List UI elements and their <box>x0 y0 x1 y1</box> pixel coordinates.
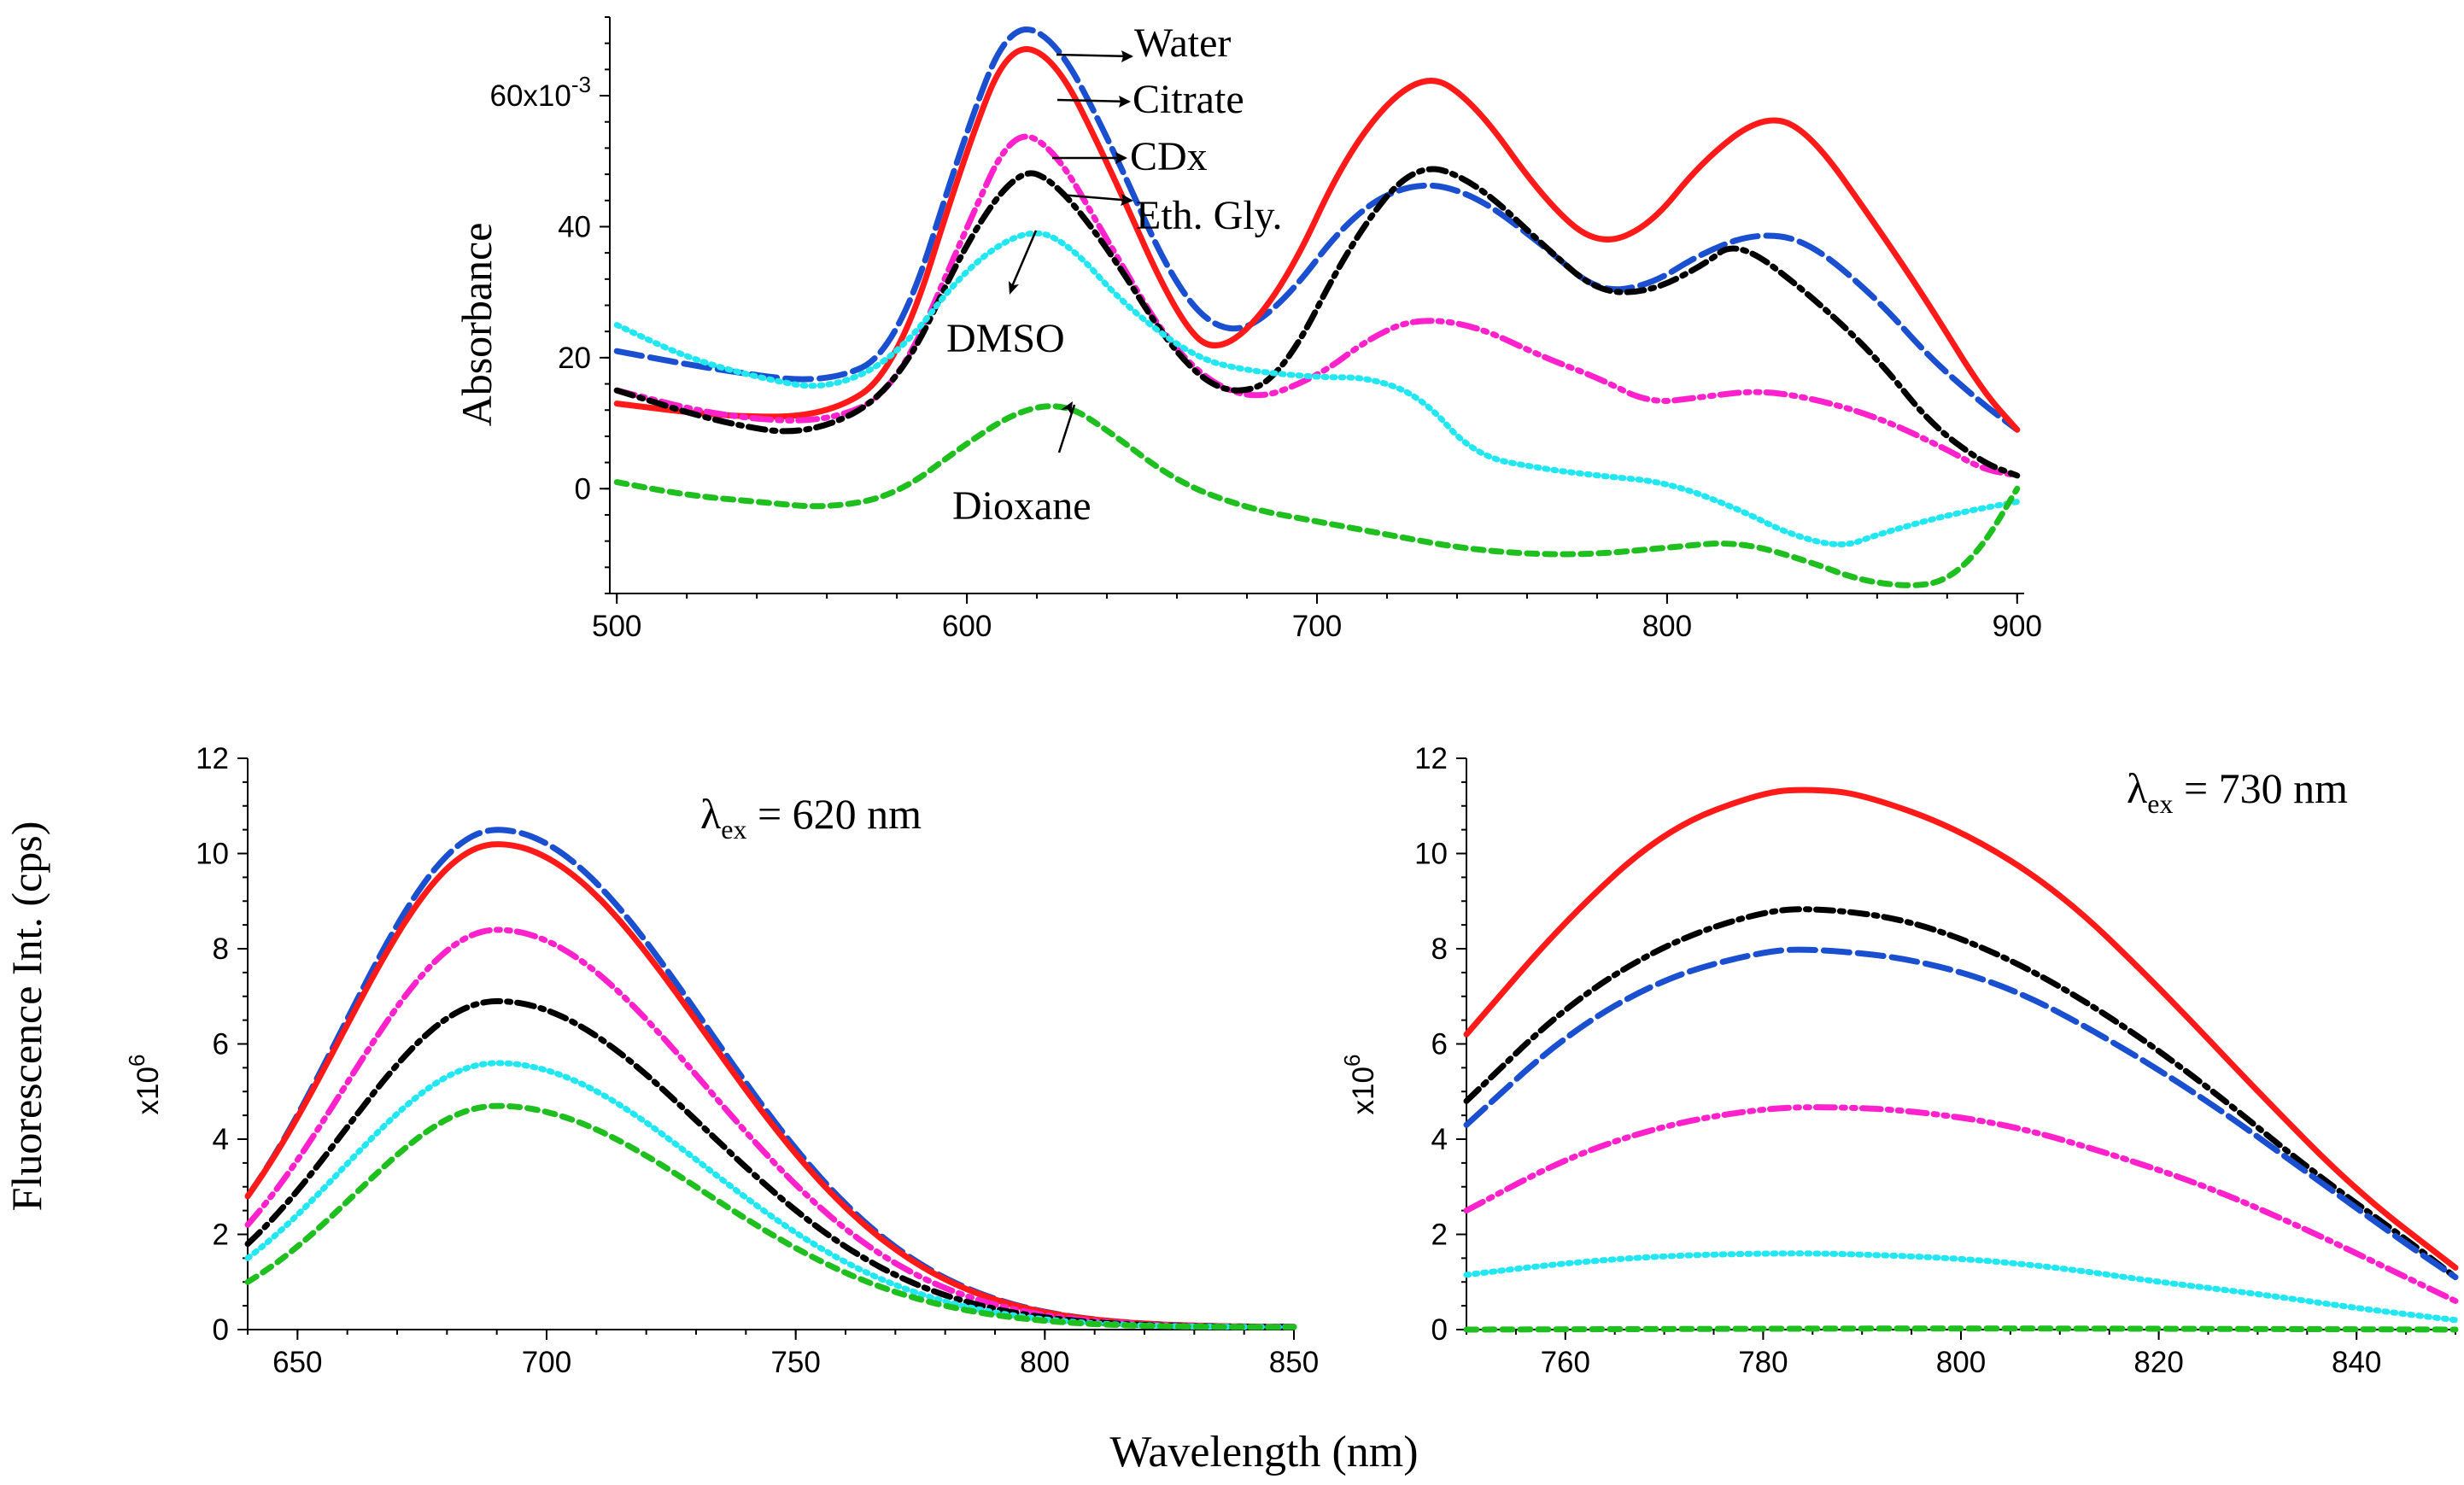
multiplier-exponent: -3 <box>571 72 591 97</box>
x-tick-label: 700 <box>522 1346 571 1379</box>
series-line-dmso <box>1463 1250 2459 1324</box>
x-tick-label: 850 <box>1269 1346 1319 1379</box>
y-tick-label: 10 <box>196 838 229 871</box>
annotation-water: Water <box>1134 20 1231 66</box>
absorbance-ylabel: Absorbance <box>453 223 500 427</box>
series-line-cdx <box>244 927 1297 1330</box>
x-tick-label: 780 <box>1738 1346 1788 1379</box>
equals: = <box>2173 764 2218 812</box>
fluorescence-ylabel: Fluorescence Int. (cps) <box>3 821 50 1212</box>
solvent-annotations: Water Citrate CDx Eth. Gly. DMSO Dioxane <box>946 20 1283 529</box>
x-tick-label: 800 <box>1642 610 1692 643</box>
x-tick-label: 500 <box>592 610 641 643</box>
annotation-dmso: DMSO <box>946 316 1065 361</box>
lambda-subscript: ex <box>721 814 746 845</box>
multiplier-exponent: 6 <box>124 1055 149 1067</box>
y-tick-label: 12 <box>1414 742 1448 775</box>
y-multiplier-label: 60x10-3 <box>490 72 592 113</box>
arrow-dioxane-head <box>1061 401 1073 414</box>
excitation-730-label: λex = 730 nm <box>2127 764 2348 819</box>
y-tick-label: 4 <box>213 1123 229 1156</box>
y-tick-label: 4 <box>1431 1123 1448 1156</box>
series-line-citrate <box>1463 786 2459 1271</box>
series-line-cdx <box>1463 1104 2459 1304</box>
arrow-citrate <box>1056 98 1130 103</box>
shared-xlabel: Wavelength (nm) <box>1109 1428 1418 1476</box>
absorbance-panel: Absorbance 500 600 700 800 900 0 20 40 60x10-3 W… <box>453 16 2042 643</box>
x-tick-label: 600 <box>942 610 992 643</box>
multiplier-exponent: 6 <box>1339 1055 1365 1067</box>
series-line-eth-gly <box>1463 906 2459 1281</box>
arrow-eth-gly-head <box>1121 194 1133 206</box>
annotation-eth-gly: Eth. Gly. <box>1136 193 1283 238</box>
x-tick-label: 820 <box>2133 1346 2183 1379</box>
x-tick-label: 700 <box>1292 610 1342 643</box>
y-tick-label: 12 <box>196 742 229 775</box>
y-tick-label: 6 <box>213 1028 229 1061</box>
y-tick-label: 0 <box>575 472 591 506</box>
series-line-eth-gly <box>613 166 2021 479</box>
series-line-water <box>613 26 2021 433</box>
y-tick-label: 2 <box>1431 1219 1448 1252</box>
multiplier-base: x10 <box>1347 1067 1380 1114</box>
lambda-symbol: λ <box>2127 764 2147 812</box>
series-line-dioxane <box>1463 1325 2459 1333</box>
excitation-value: 620 nm <box>793 790 922 838</box>
y-tick-label: 40 <box>558 210 591 243</box>
y-tick-label: 2 <box>213 1219 229 1252</box>
arrow-citrate-head <box>1119 96 1131 108</box>
arrow-dmso-head <box>1009 281 1019 295</box>
x-tick-label: 650 <box>272 1346 322 1379</box>
series-line-water <box>1463 946 2459 1281</box>
x-tick-label: 900 <box>1993 610 2042 643</box>
series-line-dioxane <box>244 1102 1297 1330</box>
fluorescence-620-panel: Fluorescence Int. (cps) 650 700 750 800 850 0… <box>3 742 1319 1379</box>
y-tick-label: 20 <box>558 342 591 375</box>
x-tick-label: 750 <box>770 1346 820 1379</box>
arrow-cdx-head <box>1115 152 1127 164</box>
y-tick-label: 10 <box>1414 838 1448 871</box>
lambda-subscript: ex <box>2147 788 2173 819</box>
series-line-dmso <box>244 1060 1297 1330</box>
y-tick-label: 8 <box>1431 933 1448 966</box>
annotation-cdx: CDx <box>1130 134 1208 179</box>
annotation-dioxane: Dioxane <box>952 483 1092 529</box>
arrow-eth-gly <box>1060 193 1133 202</box>
y-multiplier-label: x106 <box>124 1055 165 1115</box>
arrow-water-head <box>1121 50 1133 62</box>
x-tick-label: 800 <box>1936 1346 1986 1379</box>
series-line-citrate <box>613 46 2021 433</box>
y-tick-label: 8 <box>213 933 229 966</box>
excitation-value: 730 nm <box>2219 764 2349 812</box>
arrow-water <box>1056 53 1133 58</box>
x-tick-label: 760 <box>1541 1346 1590 1379</box>
series-line-eth-gly <box>244 997 1297 1330</box>
lambda-symbol: λ <box>700 790 721 838</box>
series-line-dmso <box>613 230 2021 547</box>
arrow-dmso <box>1009 230 1038 291</box>
annotation-citrate: Citrate <box>1133 77 1244 122</box>
equals: = <box>746 790 792 838</box>
y-tick-label: 0 <box>1431 1313 1448 1347</box>
y-tick-label: 6 <box>1431 1028 1448 1061</box>
x-tick-label: 840 <box>2332 1346 2381 1379</box>
y-multiplier-label: x106 <box>1339 1055 1380 1115</box>
x-tick-label: 800 <box>1020 1346 1069 1379</box>
series-line-dioxane <box>613 403 2021 588</box>
arrow-dioxane <box>1057 404 1076 453</box>
excitation-620-label: λex = 620 nm <box>700 790 922 845</box>
multiplier-base: 60x10 <box>490 79 571 113</box>
y-tick-label: 0 <box>213 1313 229 1347</box>
multiplier-base: x10 <box>132 1067 165 1114</box>
series-line-water <box>244 827 1297 1330</box>
